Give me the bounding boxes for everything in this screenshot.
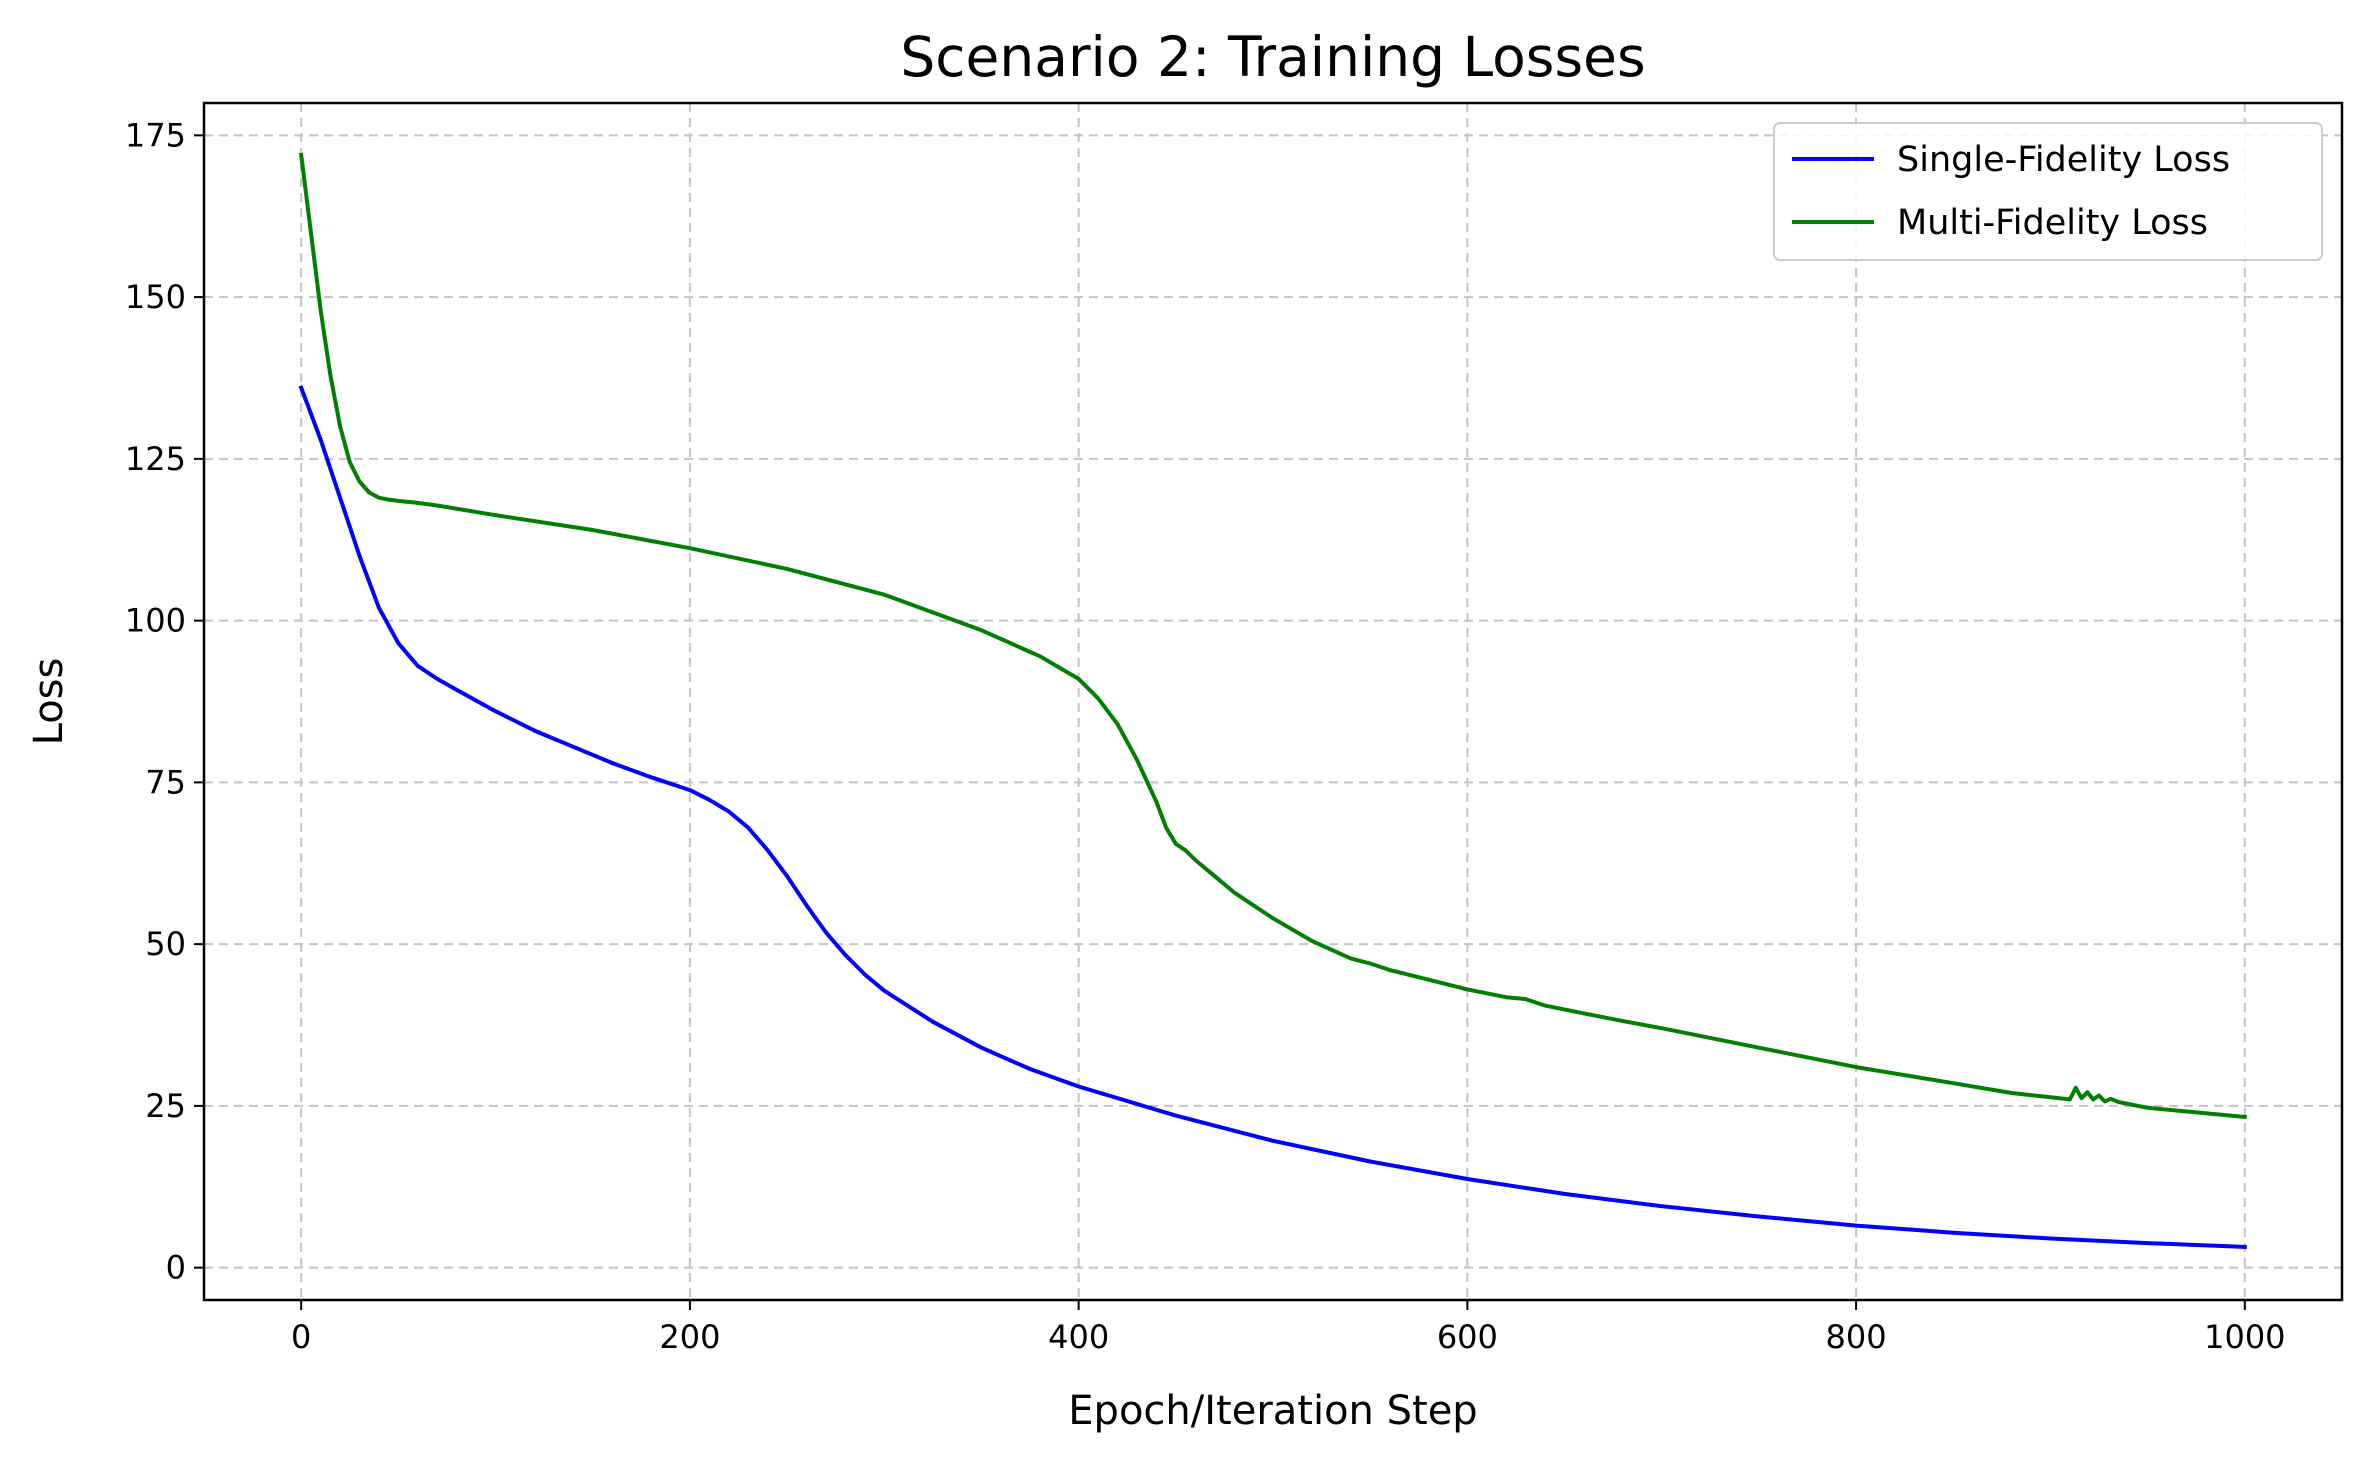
y-tick-label: 100 [125, 602, 186, 640]
y-tick-label: 0 [166, 1249, 186, 1287]
series-line-multi-fidelity [298, 152, 2247, 1120]
y-axis-label: Loss [26, 658, 72, 746]
series-line-single-fidelity [298, 385, 2247, 1249]
y-tick-label: 125 [125, 440, 186, 478]
chart-title: Scenario 2: Training Losses [900, 25, 1645, 89]
y-tick-label: 25 [145, 1087, 186, 1125]
grid [204, 103, 2342, 1300]
y-tick-label: 175 [125, 116, 186, 154]
legend-entry-label: Single-Fidelity Loss [1897, 140, 2230, 180]
x-axis-label: Epoch/Iteration Step [1068, 1388, 1477, 1434]
legend-entry-label: Multi-Fidelity Loss [1897, 203, 2208, 243]
legend-box [1773, 122, 2323, 261]
x-tick-label: 600 [1437, 1318, 1498, 1356]
legend: Single-Fidelity Loss Multi-Fidelity Loss [1773, 122, 2323, 261]
y-tick-label: 150 [125, 278, 186, 316]
x-tick-label: 400 [1048, 1318, 1109, 1356]
x-tick-label: 200 [659, 1318, 720, 1356]
ticks: 0 200 400 600 800 1000 0 25 50 75 100 125 150 175 [125, 116, 2286, 1356]
y-tick-label: 50 [145, 925, 186, 963]
y-tick-label: 75 [145, 763, 186, 801]
series-layer [298, 152, 2247, 1249]
plot-frame [202, 101, 2344, 1302]
x-tick-label: 1000 [2204, 1318, 2285, 1356]
x-tick-label: 0 [291, 1318, 311, 1356]
x-tick-label: 800 [1826, 1318, 1887, 1356]
